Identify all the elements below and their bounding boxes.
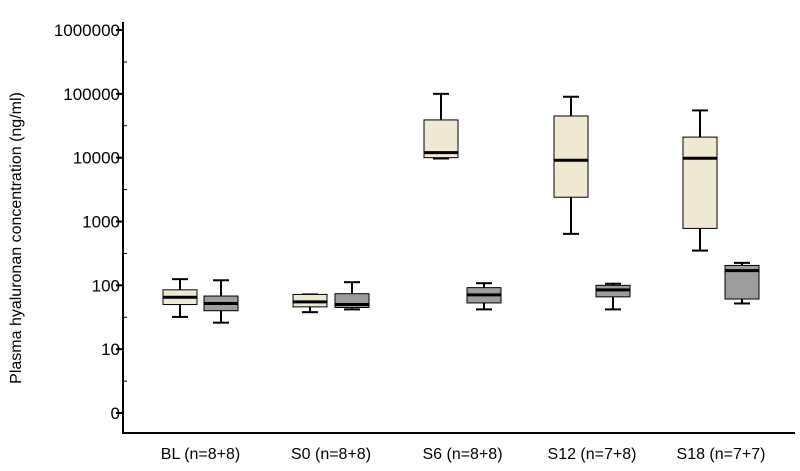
y-tick-label: 0 <box>111 404 120 423</box>
box-plot-item <box>466 282 502 311</box>
box-plot-item <box>595 282 631 311</box>
box-plot-item <box>334 281 370 311</box>
box-plot-item <box>423 92 459 160</box>
box-plot-item <box>292 293 328 314</box>
y-tick-label: 100 <box>92 276 120 295</box>
x-tick-label: S18 (n=7+7) <box>677 446 766 463</box>
y-tick-label: 100000 <box>63 85 120 104</box>
x-labels: BL (n=8+8) S0 (n=8+8) S6 (n=8+8) S12 (n=7+8… <box>161 446 766 463</box>
box-plot-item <box>203 279 239 324</box>
y-tick-label: 1000 <box>82 213 120 232</box>
x-tick-label: S12 (n=7+8) <box>548 446 637 463</box>
box-plot-item <box>553 95 589 235</box>
box-iqr <box>553 115 589 198</box>
y-tick-label: 1000000 <box>54 21 120 40</box>
y-tick-label: 10 <box>101 340 120 359</box>
box-plot-item <box>682 109 718 252</box>
box-plot-item <box>162 278 198 318</box>
boxes <box>162 92 760 324</box>
axes <box>122 22 795 434</box>
y-tick-label: 10000 <box>73 149 120 168</box>
box-iqr <box>682 136 718 229</box>
y-ticks: 0 10 100 1000 10000 100000 1000000 <box>54 21 127 423</box>
x-tick-label: S6 (n=8+8) <box>422 446 502 463</box>
y-axis-title: Plasma hyaluronan concentration (ng/ml) <box>8 92 25 384</box>
x-tick-label: BL (n=8+8) <box>161 446 240 463</box>
x-tick-label: S0 (n=8+8) <box>291 446 371 463</box>
box-plot-item <box>724 261 760 305</box>
